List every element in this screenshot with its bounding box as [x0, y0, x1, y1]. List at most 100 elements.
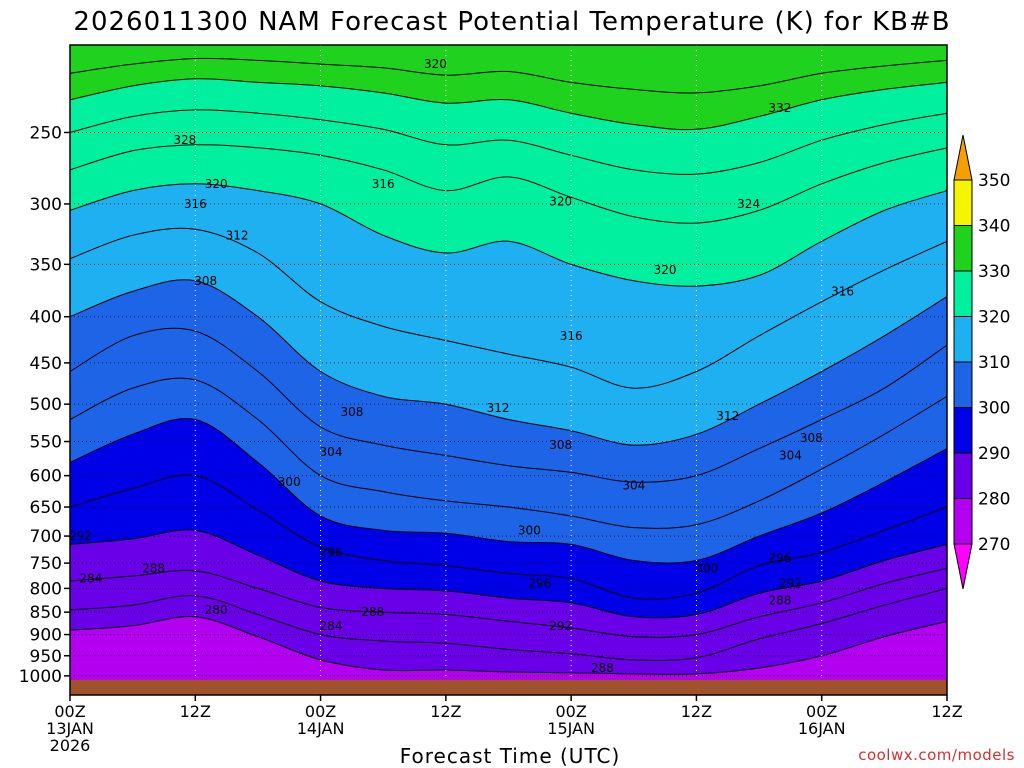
y-tick-label: 600	[30, 467, 62, 487]
x-tick-label: 00Z	[806, 702, 837, 721]
contour-label: 280	[205, 603, 228, 617]
plot-frame	[69, 44, 948, 696]
isentrope-324	[70, 144, 947, 224]
contour-label: 288	[768, 593, 791, 607]
contour-label: 288	[361, 605, 384, 619]
colorbar-segment	[953, 179, 973, 226]
contour-label: 300	[695, 561, 718, 575]
y-tick-label: 750	[30, 554, 62, 574]
isentrope-292	[70, 529, 947, 619]
colorbar-segment	[953, 270, 973, 317]
colorbar-top-arrow	[953, 134, 973, 181]
y-tick-label: 850	[30, 603, 62, 623]
colorbar-label: 270	[978, 535, 1010, 555]
contour-label: 308	[340, 405, 363, 419]
y-tick-label: 950	[30, 647, 62, 667]
isentrope-308	[70, 327, 947, 483]
contour-label: 296	[768, 551, 791, 565]
contour-label: 288	[591, 661, 614, 675]
colorbar-bottom-arrow	[953, 543, 973, 590]
colorbar-segment	[953, 316, 973, 363]
contour-label: 304	[779, 449, 802, 463]
contour-label: 304	[320, 445, 343, 459]
isentrope-312	[70, 279, 947, 446]
contour-label: 300	[278, 475, 301, 489]
contour-label: 328	[173, 133, 196, 147]
isentrope-280	[70, 616, 947, 675]
contour-label: 284	[320, 619, 343, 633]
contour-label: 296	[528, 576, 551, 590]
contour-label: 320	[549, 194, 572, 208]
colorbar-segment	[953, 225, 973, 272]
contour-label: 332	[768, 101, 791, 115]
contour-label: 316	[372, 177, 395, 191]
x-tick-label: 12Z	[931, 702, 962, 721]
y-tick-label: 700	[30, 527, 62, 547]
colorbar-segment	[953, 407, 973, 454]
contour-label: 312	[226, 228, 249, 242]
contour-label: 296	[320, 546, 343, 560]
isentrope-320	[70, 183, 947, 287]
x-tick-label: 00Z	[54, 702, 85, 721]
x-tick-label: 00Z	[305, 702, 336, 721]
contour-label: 288	[142, 561, 165, 575]
contour-labels: 320 332 328 320 316 316 320 324 312 308 320 316 316 3…	[69, 57, 854, 675]
isentrope-296	[70, 474, 947, 600]
colorbar-label: 290	[978, 444, 1010, 464]
isentrope-bands	[70, 45, 947, 695]
contour-label: 320	[205, 177, 228, 191]
contour-label: 324	[737, 197, 760, 211]
x-tick-label: 14JAN	[297, 719, 345, 738]
y-tick-label: 900	[30, 626, 62, 646]
colorbar-label: 350	[978, 171, 1010, 191]
y-axis: 250 300 350 400 450 500 550 600 650 700 750 800 850 9…	[19, 123, 70, 687]
contour-label: 292	[779, 576, 802, 590]
contour-label: 284	[79, 571, 102, 585]
band-336	[70, 45, 947, 93]
contour-label: 316	[831, 284, 854, 298]
y-tick-label: 350	[30, 255, 62, 275]
y-tick-label: 400	[30, 308, 62, 328]
contour-label: 312	[716, 409, 739, 423]
isentrope-336	[70, 57, 947, 94]
x-tick-label: 13JAN	[46, 719, 94, 738]
isentrope-300	[70, 418, 947, 564]
x-tick-label: 00Z	[555, 702, 586, 721]
y-tick-label: 250	[30, 123, 62, 143]
contour-label: 304	[622, 478, 645, 492]
contour-label: 300	[518, 523, 541, 537]
colorbar-segment	[953, 452, 973, 499]
contour-label: 308	[194, 274, 217, 288]
colorbar-segment	[953, 498, 973, 545]
x-axis-label: Forecast Time (UTC)	[400, 744, 621, 768]
x-tick-label: 2026	[50, 736, 91, 755]
y-tick-label: 650	[30, 498, 62, 518]
contour-label: 320	[654, 263, 677, 277]
isentrope-328	[70, 109, 947, 175]
credit-text: coolwx.com/models	[858, 746, 1015, 764]
isentrope-contours	[70, 57, 947, 675]
x-tick-label: 12Z	[180, 702, 211, 721]
x-tick-label: 16JAN	[798, 719, 846, 738]
contour-label: 312	[487, 401, 510, 415]
y-tick-label: 550	[30, 433, 62, 453]
colorbar-label: 280	[978, 490, 1010, 510]
x-tick-label: 12Z	[681, 702, 712, 721]
x-tick-label: 15JAN	[547, 719, 595, 738]
colorbar-label: 330	[978, 262, 1010, 282]
chart-title: 2026011300 NAM Forecast Potential Temper…	[73, 7, 950, 37]
colorbar-label: 310	[978, 353, 1010, 373]
contour-label: 308	[549, 438, 572, 452]
isentrope-316	[70, 227, 947, 389]
contour-label: 320	[424, 57, 447, 71]
isentrope-288	[70, 567, 947, 638]
contour-label: 292	[549, 619, 572, 633]
isentrope-284	[70, 587, 947, 661]
colorbar-segment	[953, 361, 973, 408]
ground-surface	[70, 679, 947, 695]
colorbar: 270 280 290 300 310 320 330 340 350	[953, 134, 1010, 590]
contour-label: 308	[800, 431, 823, 445]
colorbar-label: 300	[978, 399, 1010, 419]
